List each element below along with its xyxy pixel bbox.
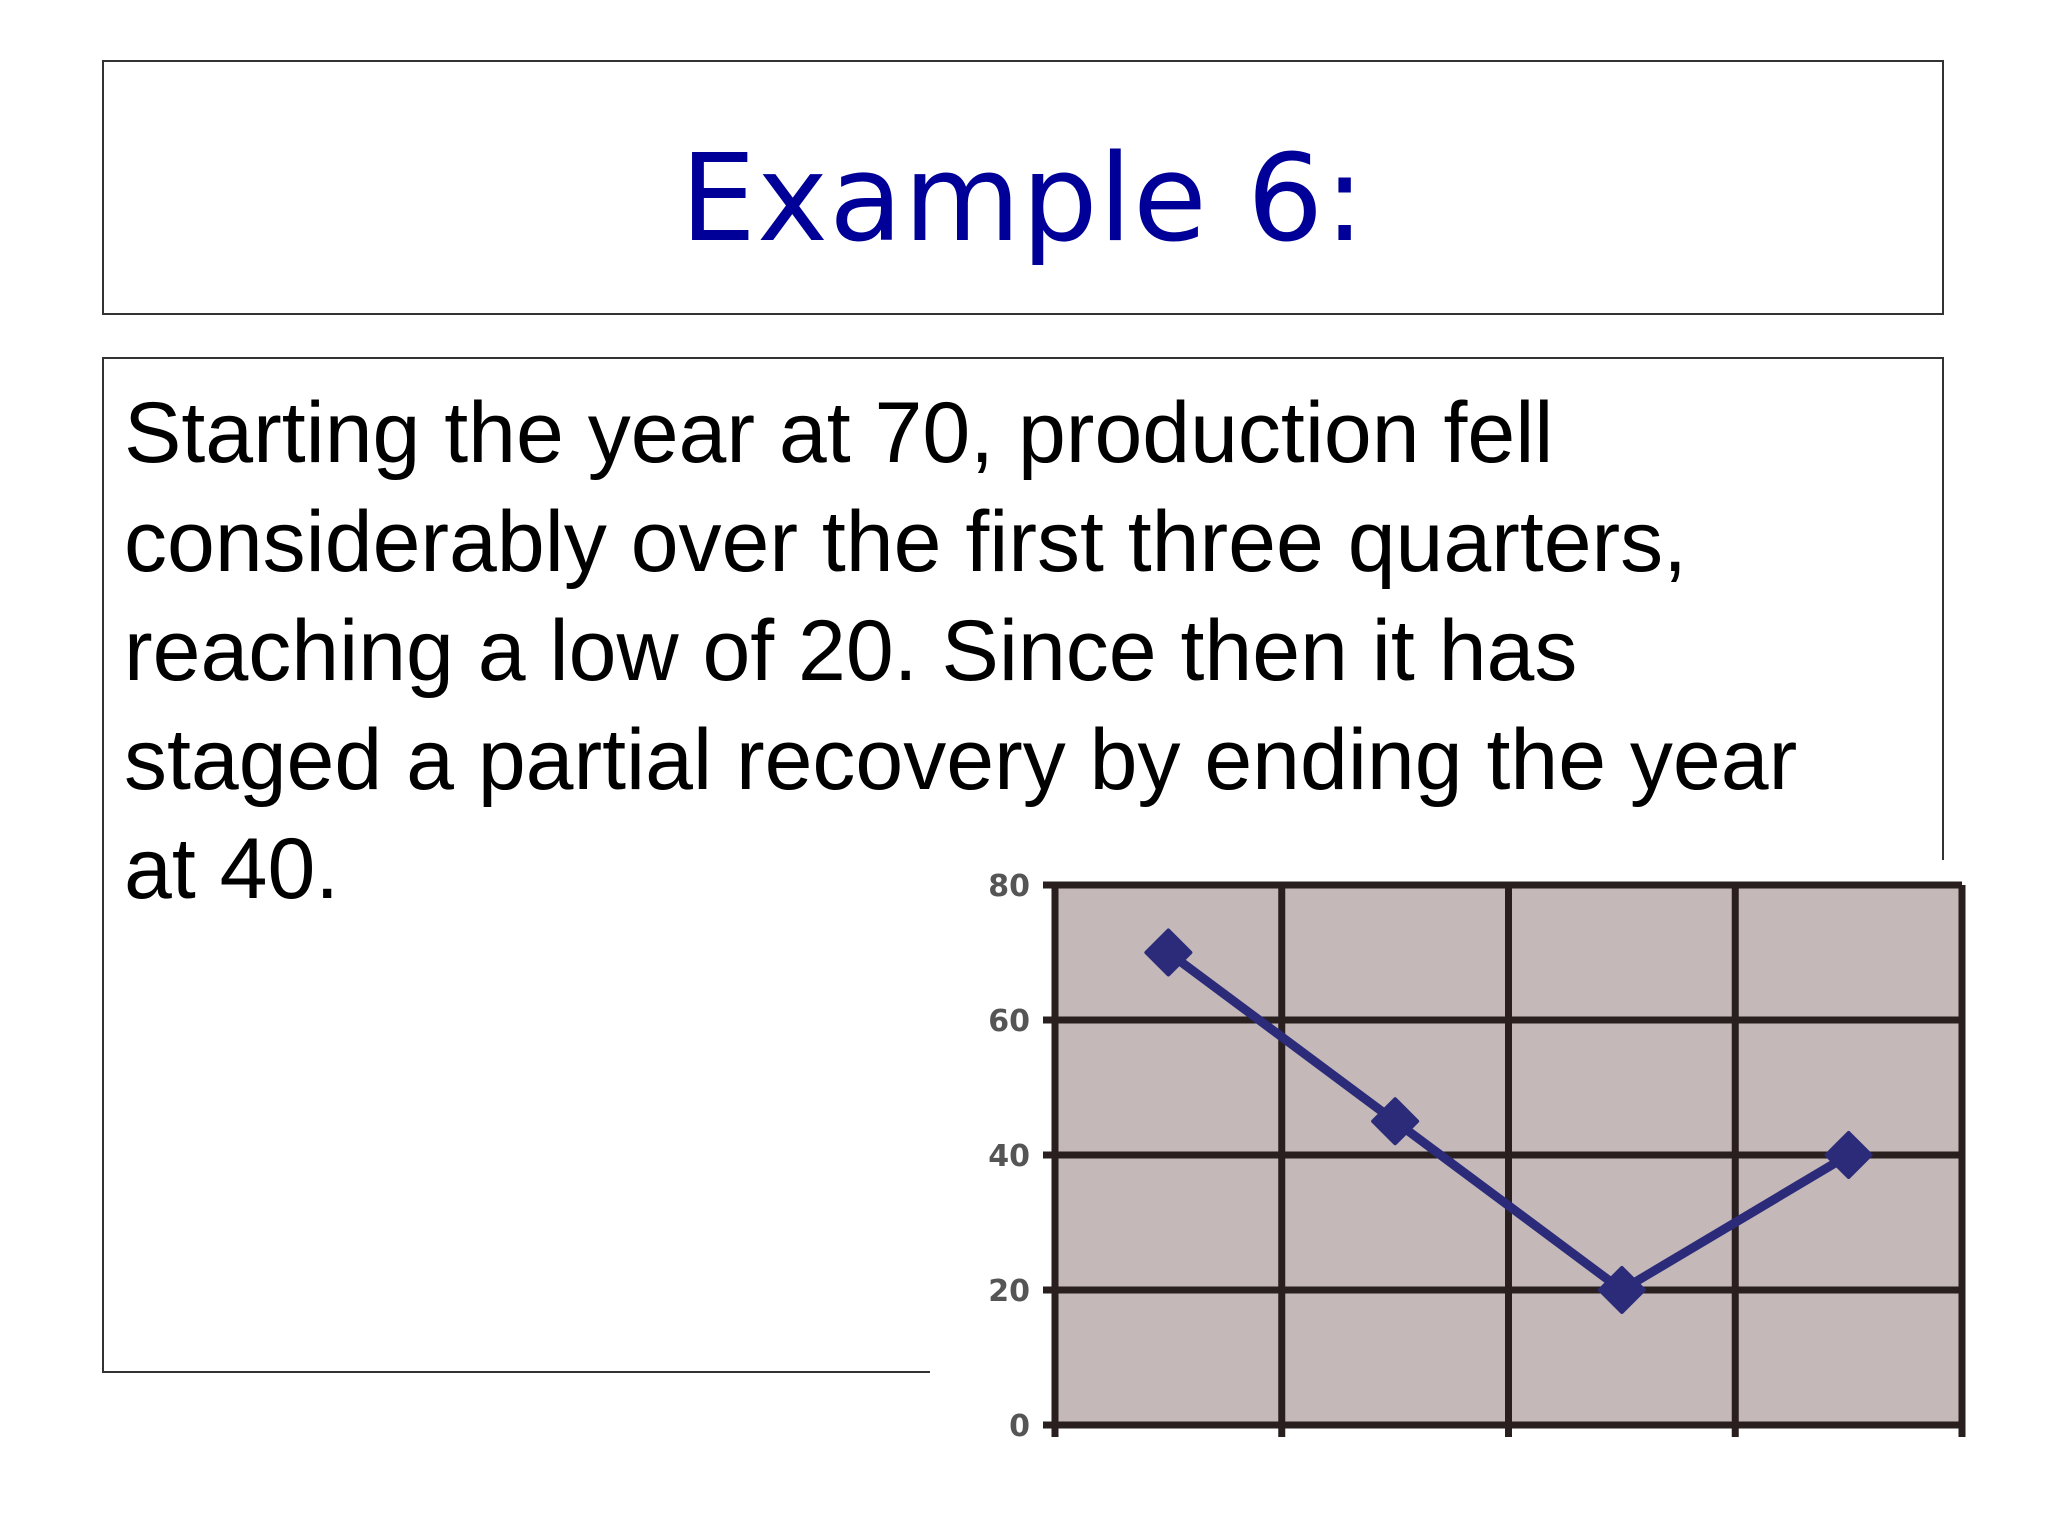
- production-line-chart: 0 20 40 60 80: [930, 860, 1990, 1460]
- y-tick-label-60: 60: [988, 1004, 1030, 1039]
- data-point-2: [1597, 1266, 1646, 1314]
- body-line-5: at 40.: [124, 821, 340, 917]
- y-tick-label-20: 20: [988, 1274, 1030, 1309]
- body-line-3: reaching a low of 20. Since then it has: [124, 603, 1578, 699]
- data-point-3: [1824, 1131, 1873, 1179]
- chart-svg: 0 20 40 60 80: [988, 869, 1966, 1444]
- data-point-1: [1371, 1097, 1420, 1146]
- body-paragraph: Starting the year at 70, production fell…: [124, 379, 1924, 924]
- title-box: Example 6:: [102, 60, 1944, 315]
- slide-title: Example 6:: [680, 130, 1366, 269]
- y-tick-label-80: 80: [988, 869, 1030, 904]
- y-tick-label-0: 0: [1009, 1409, 1030, 1444]
- series-line-0: [1163, 948, 1854, 1295]
- y-tick-label-40: 40: [988, 1139, 1030, 1174]
- body-line-4: staged a partial recovery by ending the …: [124, 712, 1798, 808]
- body-line-2: considerably over the first three quarte…: [124, 494, 1688, 590]
- data-point-0: [1144, 928, 1193, 977]
- body-line-1: Starting the year at 70, production fell: [124, 385, 1554, 481]
